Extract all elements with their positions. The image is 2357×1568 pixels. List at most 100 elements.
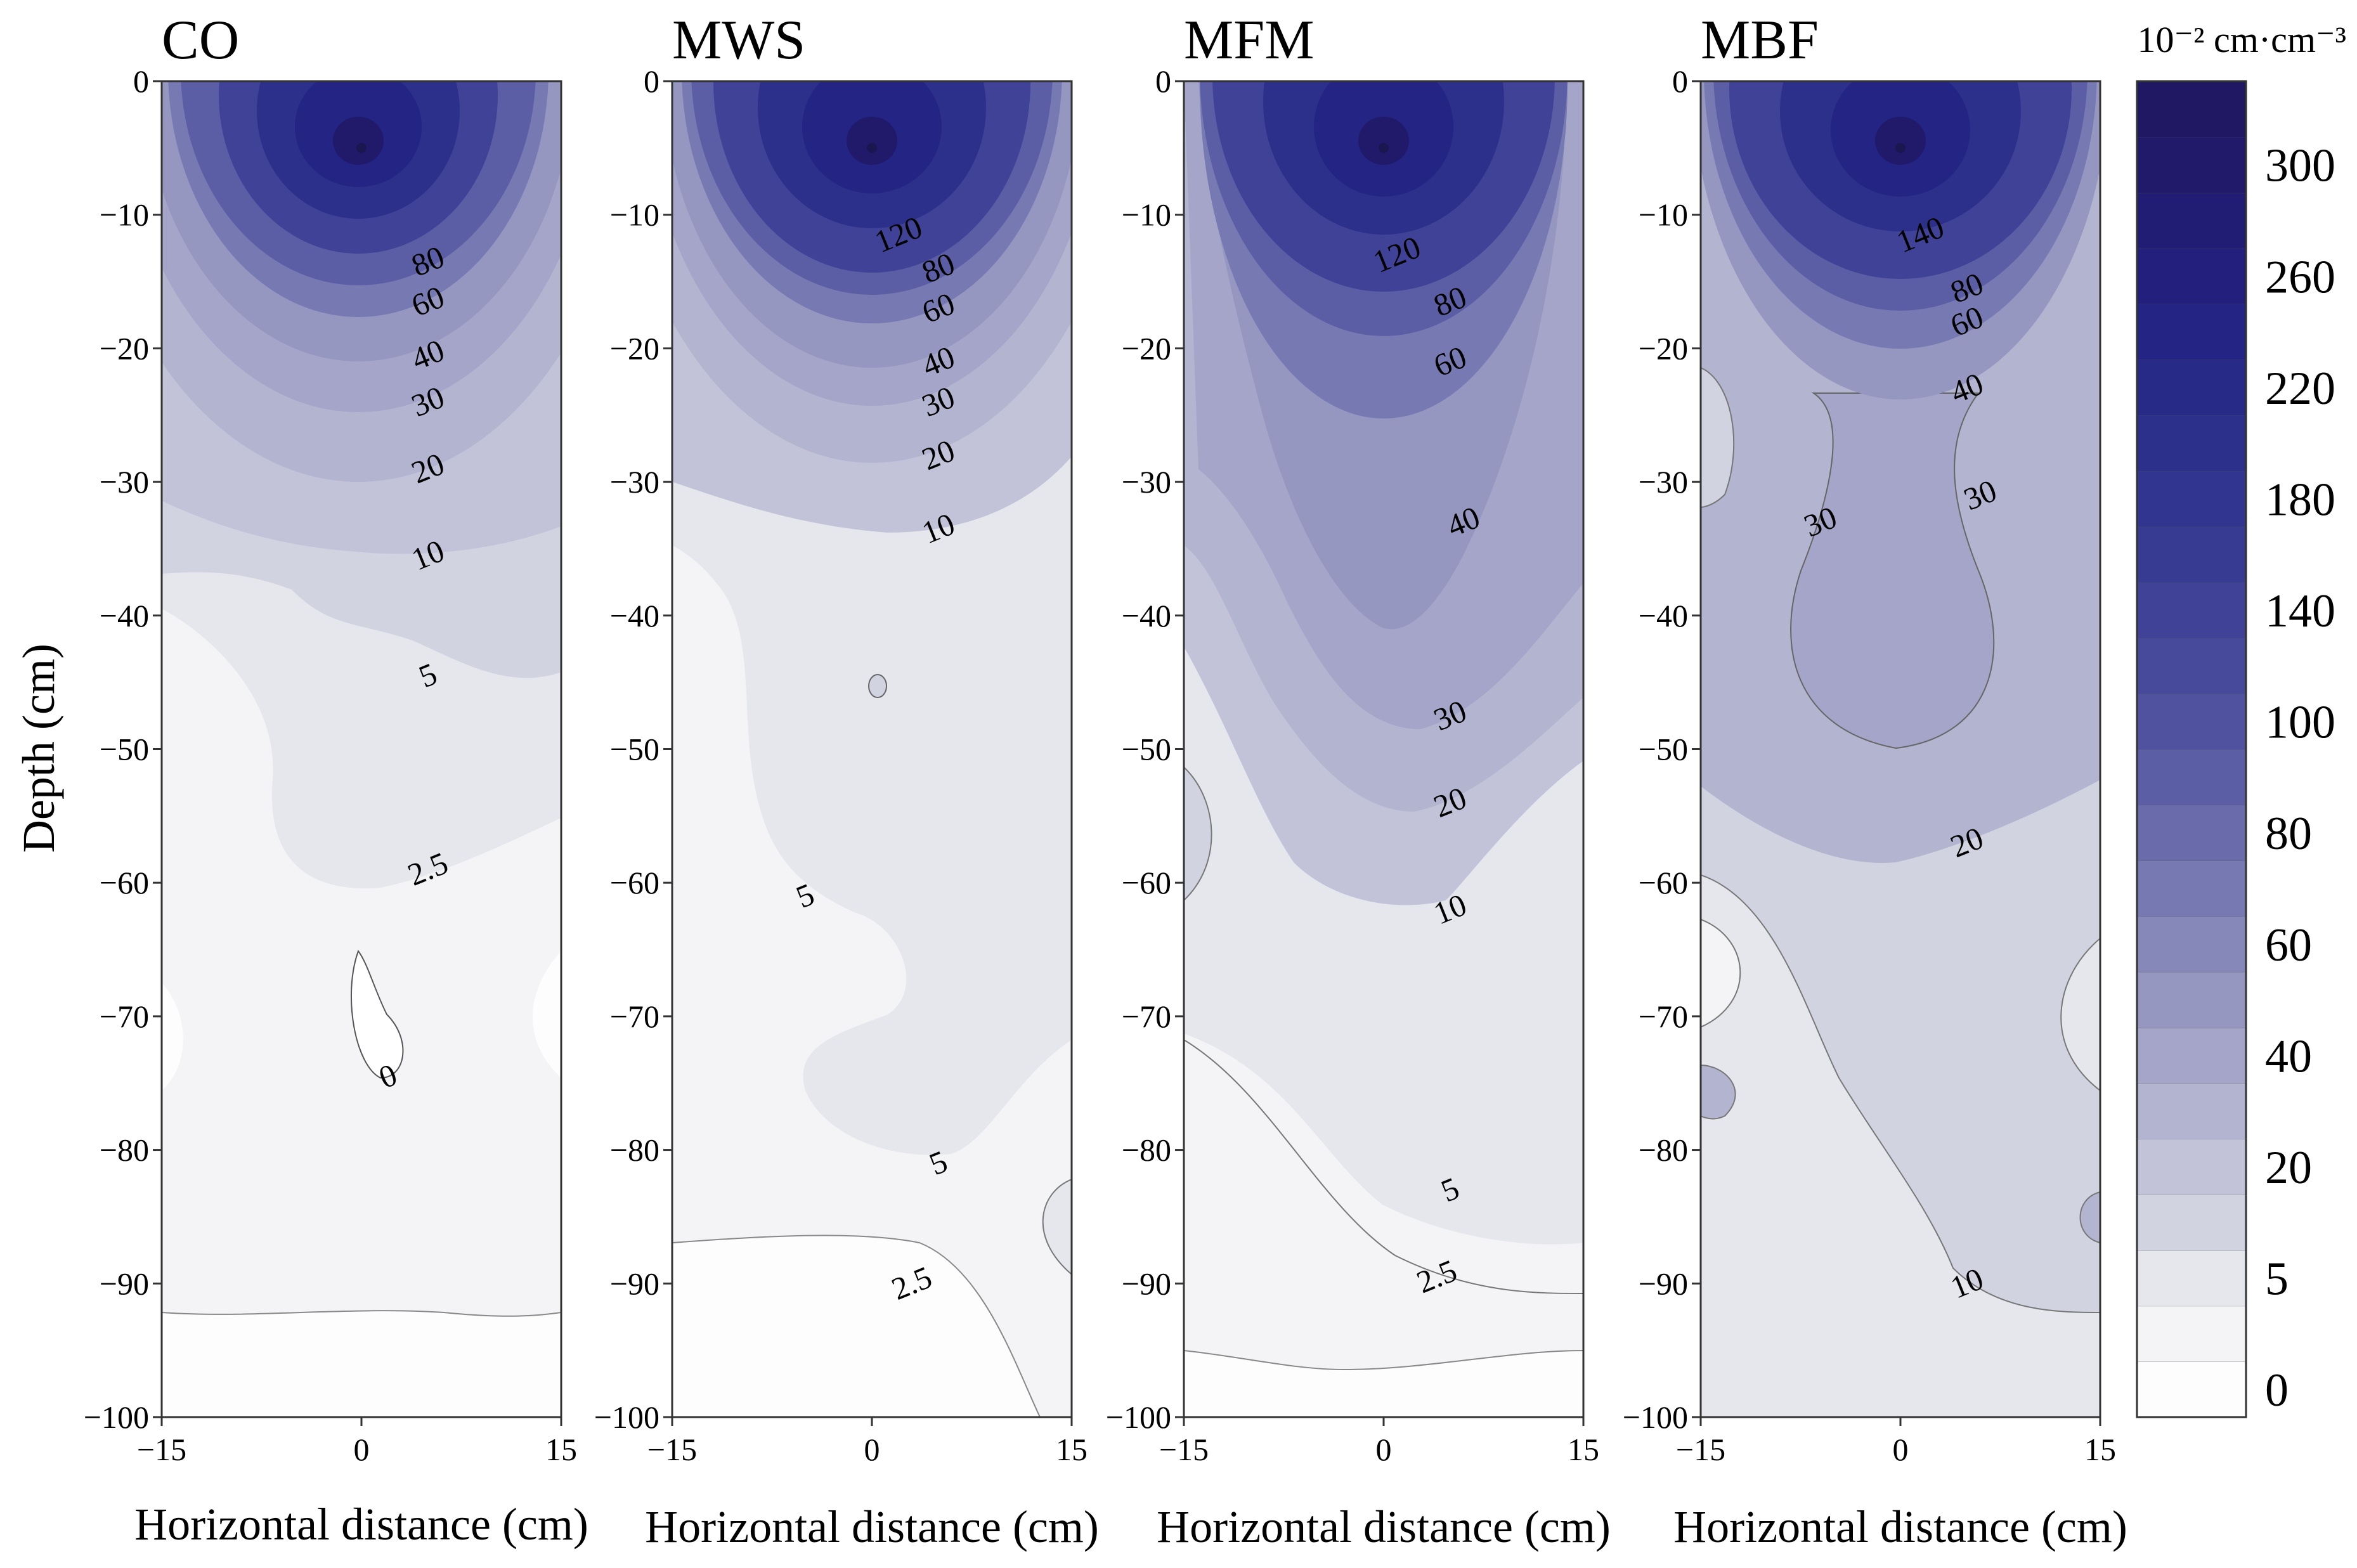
colorbar-swatch bbox=[2137, 1027, 2246, 1084]
x-tick-label: −15 bbox=[137, 1432, 186, 1467]
contour-field-mbf bbox=[1701, 81, 2100, 1417]
colorbar-tick-label: 5 bbox=[2265, 1254, 2289, 1306]
zero-contour-island bbox=[350, 949, 404, 1079]
colorbar-tick-label: 140 bbox=[2265, 585, 2335, 637]
colorbar-frame bbox=[2136, 80, 2247, 1418]
colorbar-swatch bbox=[2137, 415, 2246, 472]
x-tick-label: −15 bbox=[1159, 1432, 1209, 1467]
y-tick-label: −80 bbox=[100, 1132, 149, 1168]
colorbar-swatch bbox=[2137, 248, 2246, 304]
colorbar-tick-label: 40 bbox=[2265, 1030, 2312, 1082]
band-bottom bbox=[672, 1234, 1041, 1417]
band-10 bbox=[1701, 874, 2100, 1417]
x-ticks-mws: −15 0 15 bbox=[647, 1417, 1088, 1467]
x-tick-label: 0 bbox=[1376, 1432, 1392, 1467]
x-tick-label: 15 bbox=[2084, 1432, 2116, 1467]
y-tick-label: −90 bbox=[610, 1266, 659, 1301]
colorbar-swatch bbox=[2137, 526, 2246, 583]
y-tick-label: −100 bbox=[84, 1399, 149, 1435]
source-point bbox=[356, 143, 367, 153]
colorbar-swatches bbox=[2137, 81, 2246, 1418]
y-tick-label: −10 bbox=[610, 197, 659, 233]
y-tick-label: −70 bbox=[100, 999, 149, 1034]
patch-right-lower bbox=[2079, 1191, 2100, 1244]
y-tick-label: −10 bbox=[1639, 197, 1688, 233]
y-ticks-mbf: 0 −10 −20 −30 −40 −50 −60 −70 −80 −90 −100 bbox=[1623, 63, 1701, 1435]
y-tick-label: −10 bbox=[1122, 197, 1171, 233]
colorbar-swatch bbox=[2137, 749, 2246, 805]
colorbar-swatch bbox=[2137, 470, 2246, 527]
contour-field-co bbox=[162, 81, 561, 1417]
colorbar-unit-label: 10⁻² cm·cm⁻³ bbox=[2137, 19, 2346, 60]
x-ticks-mbf: −15 0 15 bbox=[1676, 1417, 2116, 1467]
y-axis-label: Depth (cm) bbox=[13, 644, 64, 853]
colorbar-swatch bbox=[2137, 304, 2246, 360]
colorbar-swatch bbox=[2137, 860, 2246, 917]
y-tick-label: −20 bbox=[610, 330, 659, 366]
y-tick-label: 0 bbox=[644, 63, 659, 99]
panel-title-mws: MWS bbox=[672, 10, 805, 71]
panel-title-co: CO bbox=[162, 10, 239, 71]
band-300 bbox=[333, 117, 384, 165]
y-tick-label: −40 bbox=[1639, 598, 1688, 633]
y-tick-label: 0 bbox=[1672, 63, 1688, 99]
colorbar-swatch bbox=[2137, 916, 2246, 973]
x-tick-label: 0 bbox=[864, 1432, 880, 1467]
colorbar-swatch bbox=[2137, 81, 2246, 138]
small-island bbox=[868, 674, 887, 698]
y-tick-label: −10 bbox=[100, 197, 149, 233]
y-tick-label: −80 bbox=[1639, 1132, 1688, 1168]
colorbar-swatch bbox=[2137, 359, 2246, 416]
colorbar-tick-label: 100 bbox=[2265, 697, 2335, 749]
y-tick-label: −40 bbox=[100, 598, 149, 633]
y-tick-label: −60 bbox=[1122, 865, 1171, 900]
contour-field-mfm bbox=[1184, 81, 1583, 1417]
y-ticks-mws: 0 −10 −20 −30 −40 −50 −60 −70 −80 −90 −100 bbox=[594, 63, 672, 1435]
y-tick-label: −50 bbox=[1639, 732, 1688, 767]
band-300 bbox=[1875, 117, 1926, 165]
low-patch-left bbox=[162, 983, 183, 1091]
y-tick-label: −40 bbox=[610, 598, 659, 633]
colorbar-swatch bbox=[2137, 693, 2246, 749]
y-tick-label: −20 bbox=[100, 330, 149, 366]
colorbar-tick-label: 80 bbox=[2265, 808, 2312, 860]
patch-right bbox=[1042, 1178, 1072, 1276]
colorbar-swatch bbox=[2137, 1306, 2246, 1362]
band-300 bbox=[1358, 117, 1409, 165]
band-bottom bbox=[1184, 1349, 1583, 1417]
x-ticks-co: −15 0 15 bbox=[137, 1417, 577, 1467]
colorbar-swatch bbox=[2137, 1194, 2246, 1251]
y-tick-label: −100 bbox=[1623, 1399, 1688, 1435]
x-tick-label: −15 bbox=[1676, 1432, 1725, 1467]
colorbar-tick-label: 180 bbox=[2265, 474, 2335, 526]
y-tick-label: −30 bbox=[100, 464, 149, 500]
patch-left-dot bbox=[1701, 1064, 1736, 1120]
band-300 bbox=[847, 117, 897, 165]
y-tick-label: −20 bbox=[1639, 330, 1688, 366]
x-tick-label: 15 bbox=[1056, 1432, 1088, 1467]
colorbar-tick-label: 220 bbox=[2265, 363, 2335, 415]
y-tick-label: −100 bbox=[594, 1399, 659, 1435]
low-patch-right bbox=[532, 951, 561, 1078]
x-axis-label-mbf: Horizontal distance (cm) bbox=[1673, 1501, 2127, 1552]
colorbar-swatch bbox=[2137, 1250, 2246, 1306]
y-tick-label: 0 bbox=[133, 63, 149, 99]
colorbar-swatch bbox=[2137, 805, 2246, 861]
y-tick-label: −50 bbox=[610, 732, 659, 767]
band-bottom bbox=[162, 1310, 561, 1417]
x-axis-label-mws: Horizontal distance (cm) bbox=[645, 1501, 1099, 1552]
x-tick-label: 0 bbox=[354, 1432, 370, 1467]
y-tick-label: −50 bbox=[1122, 732, 1171, 767]
x-axis-label-mfm: Horizontal distance (cm) bbox=[1157, 1501, 1611, 1552]
y-tick-label: −60 bbox=[100, 865, 149, 900]
colorbar-tick-label: 260 bbox=[2265, 251, 2335, 303]
colorbar-tick-label: 0 bbox=[2265, 1364, 2289, 1416]
colorbar-swatch bbox=[2137, 637, 2246, 694]
y-tick-label: −60 bbox=[610, 865, 659, 900]
panel-title-mfm: MFM bbox=[1184, 10, 1314, 71]
colorbar-ticks: 0 5 20 40 60 80 100 140 180 220 260 300 bbox=[2265, 140, 2335, 1416]
x-ticks-mfm: −15 0 15 bbox=[1159, 1417, 1599, 1467]
